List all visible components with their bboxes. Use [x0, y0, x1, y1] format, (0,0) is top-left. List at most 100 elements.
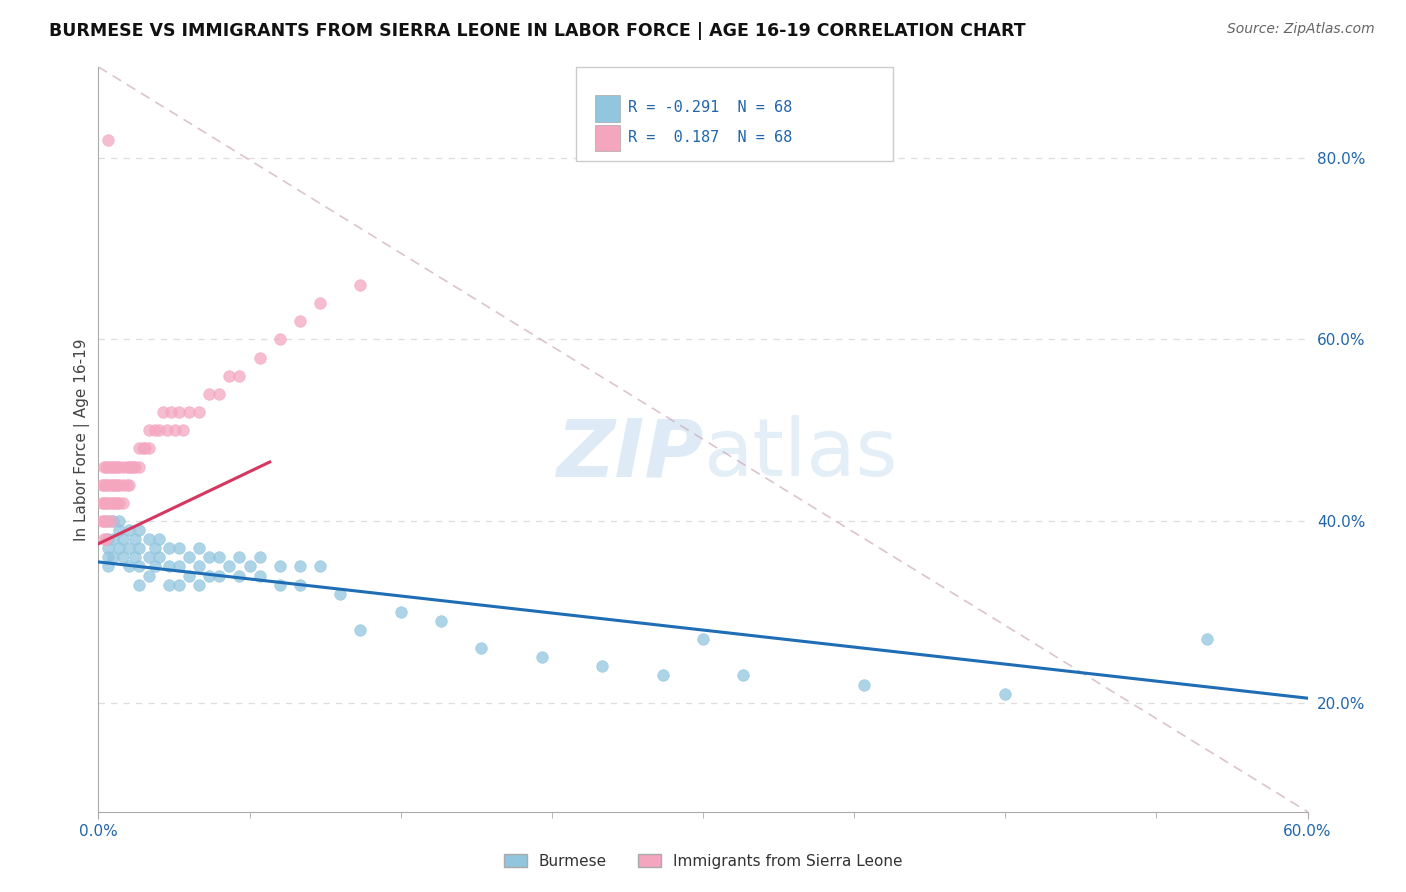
Point [101, 514, 124, 528]
Point [179, 568, 201, 582]
Point [111, 496, 134, 510]
Point [96, 514, 118, 528]
Point [100, 459, 122, 474]
Point [198, 550, 221, 565]
Point [198, 387, 221, 401]
Text: BURMESE VS IMMIGRANTS FROM SIERRA LEONE IN LABOR FORCE | AGE 16-19 CORRELATION C: BURMESE VS IMMIGRANTS FROM SIERRA LEONE … [49, 22, 1026, 40]
Point [156, 423, 179, 437]
Point [101, 459, 124, 474]
Point [179, 550, 201, 565]
Y-axis label: In Labor Force | Age 16-19: In Labor Force | Age 16-19 [75, 338, 90, 541]
Point [167, 577, 190, 591]
Point [239, 559, 262, 574]
Point [269, 577, 291, 591]
Point [853, 677, 876, 691]
Point [188, 405, 211, 419]
Point [163, 423, 186, 437]
Point [105, 459, 128, 474]
Point [188, 541, 211, 556]
Point [591, 659, 613, 673]
Point [118, 541, 141, 556]
Point [288, 559, 311, 574]
Point [157, 559, 180, 574]
Point [100, 477, 122, 491]
Point [96, 477, 118, 491]
Text: atlas: atlas [703, 415, 897, 493]
Point [389, 605, 412, 619]
Point [530, 650, 553, 665]
Point [118, 459, 141, 474]
Point [733, 668, 755, 682]
Point [111, 477, 134, 491]
Point [128, 523, 150, 537]
Point [97, 132, 120, 146]
Point [309, 296, 332, 310]
Point [97, 514, 120, 528]
Point [118, 523, 141, 537]
Point [148, 550, 170, 565]
Point [269, 332, 291, 346]
Point [138, 442, 160, 456]
Point [188, 577, 211, 591]
Point [430, 614, 453, 628]
Point [152, 405, 174, 419]
Point [692, 632, 714, 647]
Point [172, 423, 194, 437]
Point [138, 550, 160, 565]
Point [115, 477, 138, 491]
Point [96, 459, 118, 474]
Point [138, 423, 160, 437]
Point [249, 550, 271, 565]
Point [167, 559, 190, 574]
Point [120, 459, 142, 474]
Point [111, 533, 134, 547]
Point [198, 568, 221, 582]
Point [107, 496, 129, 510]
Legend: Burmese, Immigrants from Sierra Leone: Burmese, Immigrants from Sierra Leone [498, 847, 908, 875]
Point [1195, 632, 1218, 647]
Point [143, 423, 166, 437]
Point [111, 459, 134, 474]
Point [97, 541, 120, 556]
Point [148, 423, 170, 437]
Point [249, 351, 271, 365]
Point [288, 314, 311, 328]
Point [91, 477, 114, 491]
Point [107, 541, 129, 556]
Point [97, 559, 120, 574]
Point [349, 623, 371, 637]
Point [93, 496, 115, 510]
Text: ZIP: ZIP [555, 415, 703, 493]
Point [651, 668, 673, 682]
Point [103, 459, 125, 474]
Point [101, 496, 124, 510]
Point [269, 559, 291, 574]
Text: Source: ZipAtlas.com: Source: ZipAtlas.com [1227, 22, 1375, 37]
Point [96, 533, 118, 547]
Point [105, 496, 128, 510]
Point [208, 550, 231, 565]
Point [96, 496, 118, 510]
Point [309, 559, 332, 574]
Point [100, 496, 122, 510]
Point [93, 477, 115, 491]
Point [128, 442, 150, 456]
Point [91, 496, 114, 510]
Point [107, 523, 129, 537]
Point [93, 533, 115, 547]
Point [994, 687, 1017, 701]
Point [249, 568, 271, 582]
Point [118, 477, 141, 491]
Point [208, 387, 231, 401]
Point [97, 496, 120, 510]
Point [132, 442, 155, 456]
Point [228, 568, 250, 582]
Point [121, 459, 143, 474]
Point [107, 459, 129, 474]
Point [148, 533, 170, 547]
Point [143, 559, 166, 574]
Point [128, 559, 150, 574]
Point [101, 550, 124, 565]
Point [97, 533, 120, 547]
Point [179, 405, 201, 419]
